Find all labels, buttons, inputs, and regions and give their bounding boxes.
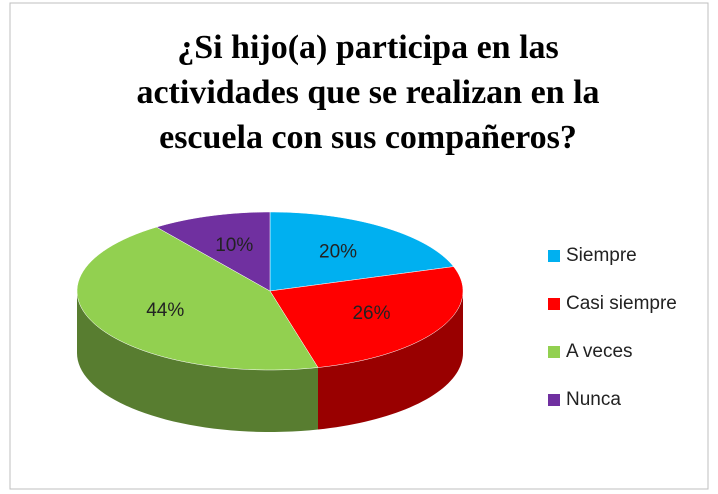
slice	[269, 211, 455, 292]
legend-swatch	[548, 298, 560, 310]
slice-side	[318, 291, 463, 430]
data-label: 10%	[215, 235, 253, 256]
data-label: 20%	[319, 242, 357, 263]
legend-label: Casi siempre	[566, 293, 677, 314]
data-label: 26%	[352, 303, 390, 324]
legend-swatch	[548, 250, 560, 262]
chart-title: ¿Si hijo(a) participa en las	[177, 29, 559, 66]
slice	[269, 266, 464, 368]
slice	[76, 226, 319, 371]
chart-title: escuela con sus compañeros?	[159, 119, 577, 156]
legend-label: Siempre	[566, 245, 637, 266]
legend-swatch	[548, 394, 560, 406]
legend-swatch	[548, 346, 560, 358]
legend-label: A veces	[566, 341, 633, 362]
slice-side	[77, 291, 318, 432]
legend-label: Nunca	[566, 389, 621, 410]
data-label: 44%	[146, 300, 184, 321]
chart-title: actividades que se realizan en la	[136, 74, 599, 111]
slice	[155, 211, 271, 292]
